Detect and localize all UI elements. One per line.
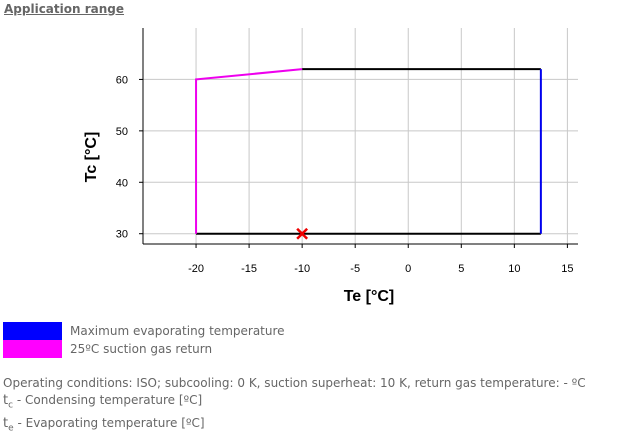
x-tick-label: -20 bbox=[188, 263, 204, 275]
legend-swatch-magenta bbox=[3, 340, 62, 358]
y-tick-labels: 30 40 50 60 bbox=[116, 74, 128, 240]
x-axis-label: Te [°C] bbox=[344, 288, 395, 305]
x-tick-label: 10 bbox=[508, 263, 520, 275]
tc-definition: tc - Condensing temperature [ºC] bbox=[3, 392, 627, 415]
tc-text: - Condensing temperature [ºC] bbox=[13, 393, 203, 407]
y-tick-label: 50 bbox=[116, 126, 128, 138]
x-tick-labels: -20 -15 -10 -5 0 5 10 15 bbox=[188, 263, 573, 275]
cross-icon bbox=[296, 227, 309, 240]
x-tick-label: -15 bbox=[241, 263, 257, 275]
tc-symbol: t bbox=[3, 393, 9, 408]
notes: Operating conditions: ISO; subcooling: 0… bbox=[3, 375, 627, 437]
application-range-chart: -20 -15 -10 -5 0 5 10 15 30 40 50 60 Te [°C] Tc [°… bbox=[83, 28, 578, 305]
y-tick-label: 60 bbox=[116, 74, 128, 86]
te-text: - Evaporating temperature [ºC] bbox=[13, 415, 205, 430]
x-tick-label: 15 bbox=[561, 263, 573, 275]
operating-point-marker bbox=[296, 227, 309, 240]
legend-label: Maximum evaporating temperature bbox=[70, 324, 285, 338]
tc-subscript: c bbox=[8, 400, 14, 411]
section-title: Application range bbox=[4, 2, 125, 16]
y-tick-label: 30 bbox=[116, 229, 128, 241]
grid bbox=[143, 28, 578, 244]
x-tick-label: -5 bbox=[350, 263, 360, 275]
series-line-3 bbox=[195, 68, 303, 234]
axes bbox=[139, 28, 578, 248]
x-tick-label: -10 bbox=[294, 263, 310, 275]
operating-conditions: Operating conditions: ISO; subcooling: 0… bbox=[3, 376, 586, 390]
series-lines bbox=[195, 68, 542, 235]
legend-label: 25ºC suction gas return bbox=[70, 342, 213, 356]
te-symbol: t bbox=[3, 415, 9, 431]
legend-swatch-blue bbox=[3, 322, 62, 340]
x-tick-label: 5 bbox=[458, 263, 464, 275]
x-tick-label: 0 bbox=[405, 263, 411, 275]
y-axis-label: Tc [°C] bbox=[83, 132, 100, 183]
y-tick-label: 40 bbox=[116, 177, 128, 189]
